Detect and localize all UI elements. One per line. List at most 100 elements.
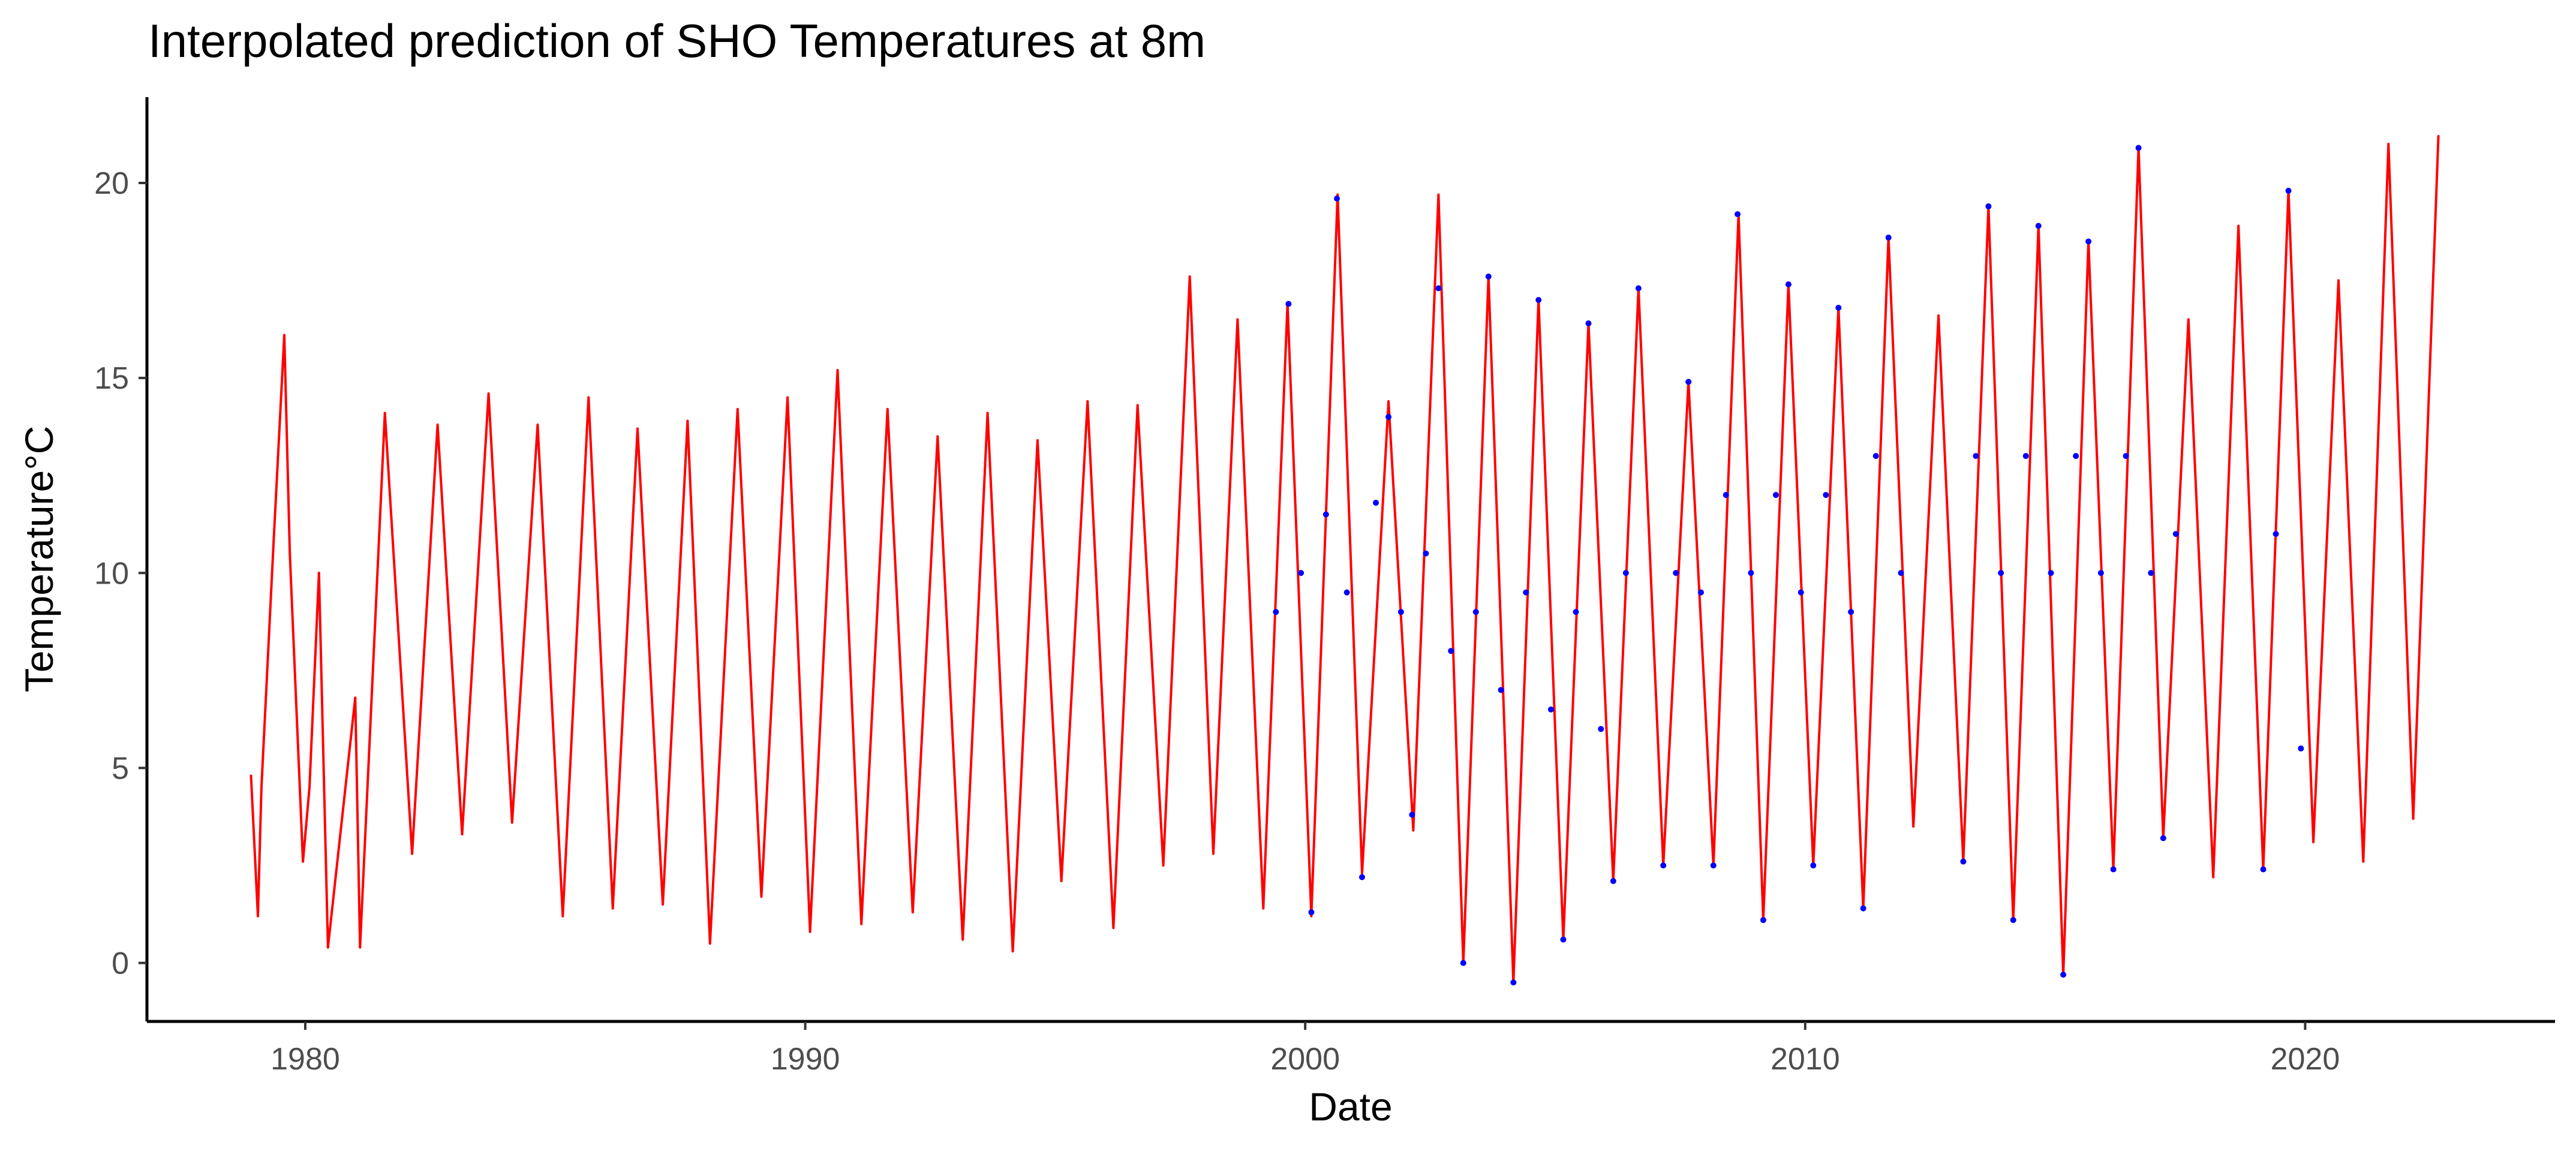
red-data-point [461,833,464,836]
blue-data-point [2022,453,2029,459]
blue-data-point [1358,874,1365,880]
y-axis-ticks: 0 5 10 15 20 [94,166,147,981]
blue-data-point [2097,570,2104,576]
blue-data-point [1898,570,1904,576]
blue-data-point [1660,862,1667,868]
blue-data-point [1748,570,1754,576]
blue-data-point [1698,589,1705,596]
red-data-point [411,852,414,855]
red-data-point [2362,860,2365,863]
red-data-point [2387,143,2390,146]
red-data-point [354,696,357,699]
red-data-point [1387,400,1390,403]
blue-data-point [1985,203,1992,210]
blue-data-point [1585,320,1592,327]
red-data-point [911,910,914,913]
red-data-point [2337,279,2340,282]
x-tick-label: 2020 [2271,1042,2340,1077]
y-tick-label: 10 [94,556,129,591]
red-data-point [383,411,386,414]
red-data-point [736,408,739,411]
red-data-point [636,427,639,430]
blue-data-point [2285,188,2292,194]
red-data-point [283,333,286,336]
red-data-point [1937,314,1940,317]
blue-data-point [1772,492,1779,498]
red-data-point [536,423,539,426]
red-data-point [1262,907,1265,910]
red-data-point [860,922,863,925]
red-data-point [2212,876,2215,879]
red-data-point [611,907,614,910]
red-data-point [1412,829,1415,832]
red-data-point [2437,135,2440,138]
red-data-point [808,930,811,933]
x-axis-title: Date [1309,1084,1392,1129]
series-blue-points [1273,145,2304,985]
red-data-point [961,938,964,941]
blue-data-point [2298,745,2304,752]
blue-data-point [2060,971,2067,978]
blue-data-point [1343,589,1350,596]
blue-data-point [1409,812,1415,818]
blue-data-point [1573,609,1579,615]
blue-data-point [1885,235,1892,241]
red-data-point [288,552,291,555]
blue-data-point [2048,570,2054,576]
blue-data-point [2123,453,2129,459]
red-data-point [272,540,275,543]
blue-data-point [2260,866,2267,873]
red-data-point [1188,275,1191,278]
red-data-point [760,895,763,898]
red-data-point [250,774,253,777]
red-data-point [708,942,711,945]
blue-data-point [1435,285,1442,291]
red-data-point [561,915,564,918]
red-data-point [256,915,259,918]
blue-data-point [2172,531,2179,537]
blue-data-point [1610,877,1616,884]
series-line [250,136,2440,984]
blue-data-point [2273,531,2279,537]
y-tick-label: 20 [94,166,129,201]
red-data-point [260,786,263,789]
red-data-point [436,423,439,426]
red-data-point [1212,852,1215,855]
red-data-point [1136,404,1139,407]
y-axis-title: Temperature°C [17,426,61,693]
blue-data-point [2085,238,2092,245]
blue-data-point [1835,305,1842,311]
blue-data-point [1322,511,1329,518]
blue-data-point [1823,492,1829,498]
red-data-point [836,369,839,372]
blue-data-point [1622,570,1629,576]
blue-data-point [2110,866,2117,873]
blue-data-point [1535,297,1542,303]
red-data-point [1236,318,1239,321]
blue-data-point [1448,648,1454,654]
red-data-point [1112,926,1115,929]
blue-data-point [1510,979,1517,985]
blue-data-point [1472,609,1479,615]
blue-data-point [1760,916,1766,923]
blue-data-point [1785,281,1792,288]
blue-data-point [1285,300,1292,307]
x-axis-ticks: 1980 1990 2000 2010 2020 [270,1021,2340,1077]
blue-data-point [2135,145,2142,151]
red-data-point [326,946,329,949]
blue-data-point [2148,570,2154,576]
blue-data-point [1710,862,1717,868]
blue-data-point [1397,609,1404,615]
red-data-point [1437,193,1440,196]
x-tick-label: 2010 [1771,1042,1840,1077]
blue-data-point [1735,211,1741,218]
blue-data-point [1560,936,1567,943]
red-data-point [302,860,305,863]
blue-data-point [1485,274,1492,280]
y-tick-label: 0 [112,946,129,981]
red-data-point [1060,879,1063,882]
blue-data-point [1523,589,1529,596]
red-data-point [886,408,889,411]
blue-data-point [1673,570,1679,576]
